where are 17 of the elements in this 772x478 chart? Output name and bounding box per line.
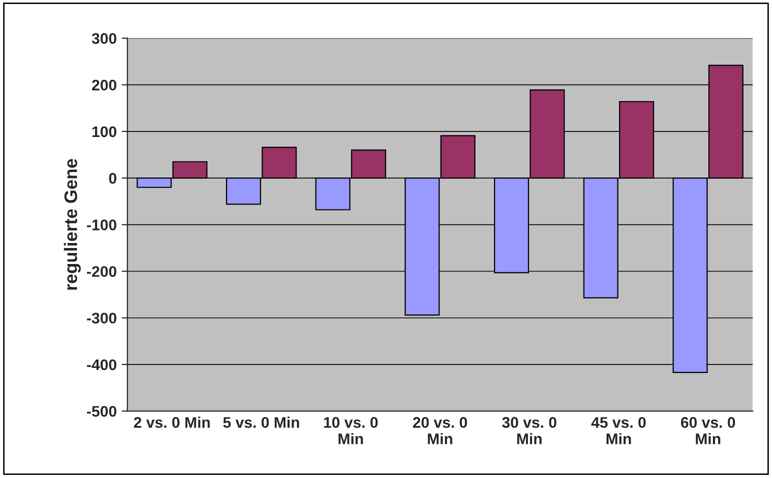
y-tick-label: -300 bbox=[86, 312, 116, 324]
x-tick-label: 5 vs. 0 Min bbox=[223, 416, 300, 428]
y-tick-label: -200 bbox=[86, 266, 116, 277]
y-tick-label: 200 bbox=[92, 80, 116, 91]
y-tick-label: 300 bbox=[92, 33, 116, 44]
y-axis-title: regulierte Gene bbox=[64, 159, 81, 290]
x-tick-label: 2 vs. 0 Min bbox=[134, 416, 210, 428]
y-tick-label: -100 bbox=[86, 220, 116, 230]
x-tick-label: 45 vs. 0 Min bbox=[591, 417, 646, 444]
x-tick-label: 60 vs. 0 Min bbox=[680, 417, 736, 444]
x-tick-label: 10 vs. 0 Min bbox=[324, 417, 378, 444]
x-tick-label: 20 vs. 0 Min bbox=[412, 417, 468, 444]
y-tick-label: 0 bbox=[109, 172, 116, 184]
y-tick-label: 100 bbox=[92, 126, 116, 138]
y-tick-label: -500 bbox=[86, 406, 116, 417]
x-tick-label: 30 vs. 0 Min bbox=[502, 417, 556, 444]
y-tick-label: -400 bbox=[86, 359, 116, 370]
